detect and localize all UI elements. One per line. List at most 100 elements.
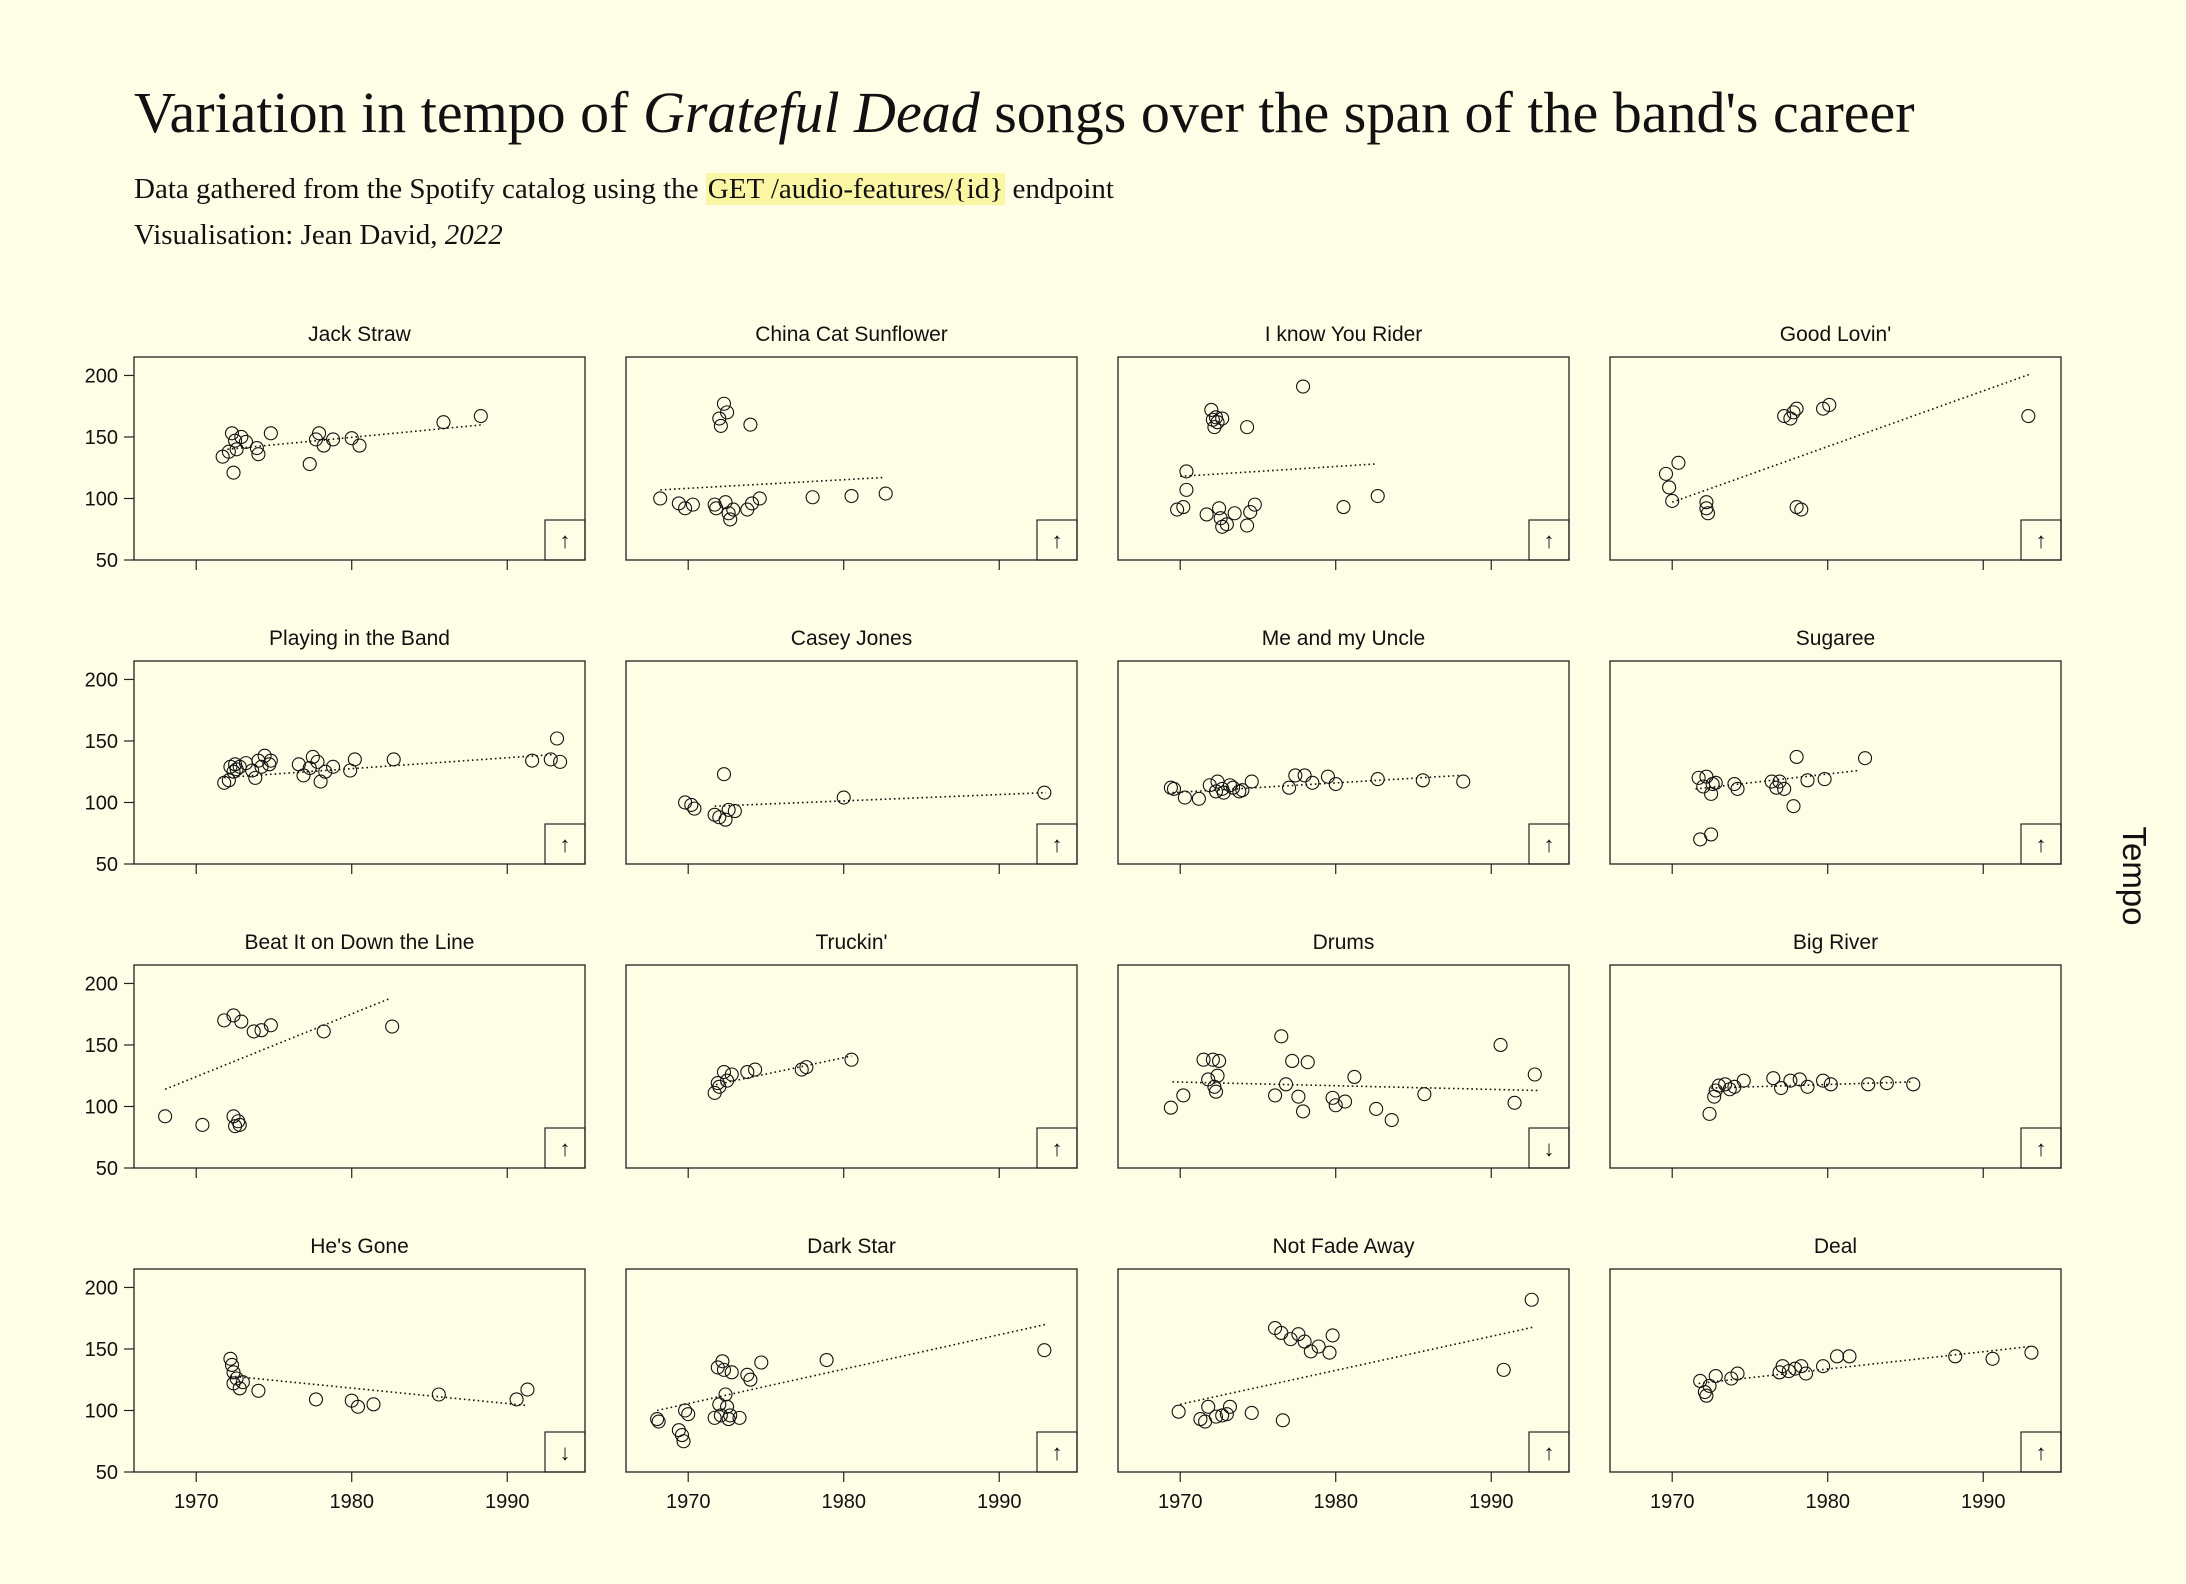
data-point bbox=[716, 767, 732, 782]
data-point bbox=[436, 415, 451, 430]
panel: Beat It on Down the Line 50 100 150 200 ↑ bbox=[85, 931, 586, 1180]
x-tick-label: 1970 bbox=[666, 1491, 711, 1513]
trend-up-icon: ↑ bbox=[1052, 832, 1063, 857]
data-point bbox=[1800, 773, 1815, 788]
data-point bbox=[248, 770, 263, 785]
y-tick-label: 50 bbox=[96, 1462, 118, 1484]
trend-down-icon: ↓ bbox=[560, 1440, 571, 1465]
data-point bbox=[836, 790, 851, 805]
data-point bbox=[685, 497, 700, 512]
trend-line bbox=[1172, 1081, 1538, 1092]
y-tick-label: 200 bbox=[85, 1277, 118, 1299]
data-point bbox=[549, 731, 565, 746]
trend-up-icon: ↑ bbox=[2036, 1136, 2047, 1161]
data-point bbox=[1163, 1100, 1178, 1115]
data-point bbox=[1507, 1095, 1522, 1110]
data-point bbox=[1205, 1052, 1220, 1067]
chart-subtitle: Data gathered from the Spotify catalog u… bbox=[134, 170, 1114, 208]
data-point bbox=[1288, 768, 1303, 783]
data-point bbox=[1786, 799, 1801, 814]
y-tick-label: 150 bbox=[85, 427, 118, 449]
data-point bbox=[1456, 774, 1471, 789]
data-point bbox=[1906, 1077, 1921, 1092]
data-point bbox=[1665, 493, 1680, 508]
panel-frame bbox=[1609, 660, 2062, 865]
data-point bbox=[1297, 1334, 1312, 1349]
data-point bbox=[2021, 409, 2036, 424]
data-point bbox=[344, 431, 359, 446]
y-tick-label: 200 bbox=[85, 669, 118, 691]
data-point bbox=[238, 434, 254, 449]
data-point bbox=[1338, 1094, 1353, 1109]
trend-box bbox=[1528, 1431, 1570, 1473]
data-point bbox=[1171, 1404, 1186, 1419]
data-point bbox=[1786, 405, 1801, 420]
panel-frame bbox=[1117, 964, 1570, 1169]
data-point bbox=[158, 1109, 173, 1124]
data-point bbox=[1879, 1076, 1894, 1091]
data-point bbox=[650, 1412, 665, 1427]
data-point bbox=[748, 1062, 763, 1077]
panel-frame bbox=[133, 356, 586, 561]
panel-title: Jack Straw bbox=[308, 323, 412, 346]
trend-down-icon: ↓ bbox=[1544, 1136, 1555, 1161]
data-point bbox=[226, 465, 241, 480]
x-tick-label: 1980 bbox=[821, 1491, 866, 1513]
data-point bbox=[235, 1375, 250, 1390]
data-point bbox=[305, 749, 320, 765]
trend-line bbox=[1698, 1345, 2030, 1385]
data-point bbox=[1296, 1104, 1311, 1119]
panel: Me and my Uncle ↑ bbox=[1117, 627, 1570, 874]
data-point bbox=[1275, 1413, 1290, 1428]
endpoint-code: GET /audio-features/{id} bbox=[705, 173, 1006, 205]
data-point bbox=[678, 1403, 693, 1418]
data-point bbox=[1730, 1366, 1745, 1381]
panel: Good Lovin' ↑ bbox=[1609, 323, 2062, 570]
data-point bbox=[844, 1052, 859, 1067]
data-point bbox=[1199, 507, 1214, 522]
data-point bbox=[1417, 1087, 1432, 1102]
data-point bbox=[1297, 768, 1312, 783]
panel-title: He's Gone bbox=[310, 1235, 409, 1258]
credit-year: 2022 bbox=[444, 219, 503, 251]
data-point bbox=[1789, 401, 1804, 416]
trend-line bbox=[219, 753, 554, 779]
title-part-2: Grateful Dead bbox=[643, 80, 980, 145]
data-point bbox=[310, 754, 325, 769]
data-point bbox=[1777, 409, 1792, 424]
data-point bbox=[1285, 1053, 1300, 1069]
data-point bbox=[1708, 1368, 1723, 1384]
data-point bbox=[1699, 495, 1714, 510]
trend-up-icon: ↑ bbox=[2036, 832, 2047, 857]
data-point bbox=[1037, 1343, 1052, 1358]
panel: China Cat Sunflower ↑ bbox=[625, 323, 1078, 570]
trend-up-icon: ↑ bbox=[1544, 832, 1555, 857]
panel-frame bbox=[133, 660, 586, 865]
data-point bbox=[727, 804, 742, 819]
trend-box bbox=[2020, 519, 2062, 561]
data-point bbox=[1243, 504, 1258, 520]
data-point bbox=[1948, 1349, 1963, 1364]
data-point bbox=[1179, 482, 1194, 497]
data-point bbox=[1699, 1388, 1714, 1403]
data-point bbox=[1210, 415, 1225, 430]
y-tick-label: 100 bbox=[85, 1096, 118, 1118]
data-point bbox=[302, 456, 317, 472]
data-point bbox=[1212, 1053, 1227, 1069]
data-point bbox=[723, 1408, 738, 1423]
data-point bbox=[805, 490, 820, 505]
y-axis-label: Tempo bbox=[2116, 826, 2153, 925]
data-point bbox=[1208, 1409, 1224, 1424]
data-point bbox=[1282, 780, 1297, 795]
y-tick-label: 50 bbox=[96, 854, 118, 876]
title-part-3: songs over the span of the band's career bbox=[979, 80, 1915, 145]
x-tick-label: 1970 bbox=[174, 1491, 219, 1513]
data-point bbox=[234, 1014, 249, 1029]
data-point bbox=[1303, 1344, 1318, 1359]
data-point bbox=[1524, 1292, 1539, 1307]
data-point bbox=[1662, 480, 1677, 495]
data-point bbox=[1322, 1345, 1337, 1360]
data-point bbox=[318, 764, 333, 779]
panel-frame bbox=[133, 1268, 586, 1473]
data-point bbox=[1296, 379, 1311, 394]
